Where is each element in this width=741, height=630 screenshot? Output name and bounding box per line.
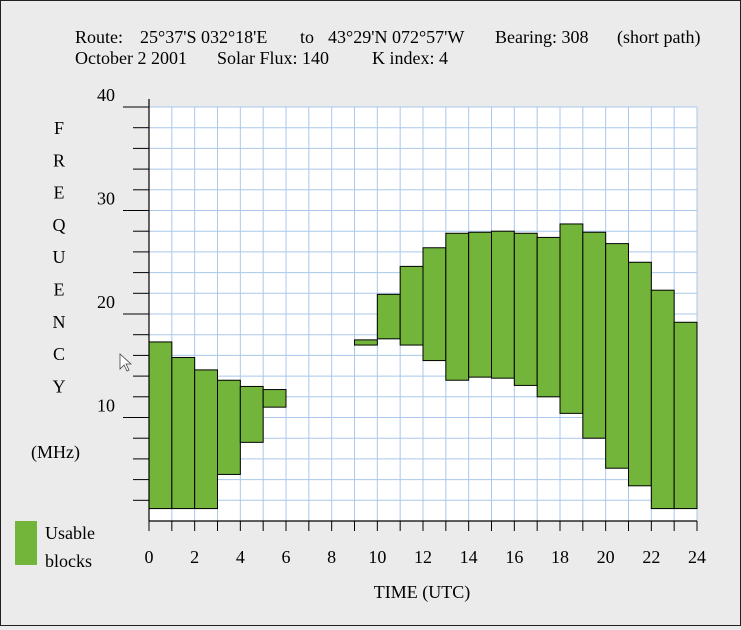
usable-block — [605, 243, 630, 469]
y-axis-label-letter: U — [53, 247, 66, 267]
usable-block — [217, 379, 241, 475]
x-tick-label: 22 — [642, 547, 660, 567]
x-tick-label: 6 — [282, 547, 291, 567]
y-axis-label-letter: E — [54, 280, 65, 300]
x-tick-label: 2 — [190, 547, 199, 567]
chart-header: Route: 25°37'S 032°18'E to 43°29'N 072°5… — [75, 27, 700, 68]
route-to: 43°29'N 072°57'W — [328, 27, 464, 47]
legend-label-line1: Usable — [45, 523, 95, 543]
usable-block — [491, 230, 515, 379]
x-tick-label: 0 — [145, 547, 154, 567]
y-axis-unit: (MHz) — [31, 442, 80, 463]
usable-block — [513, 232, 538, 386]
usable-block — [650, 289, 675, 510]
x-tick-label: 16 — [505, 547, 523, 567]
y-axis-label-letter: N — [53, 312, 66, 332]
y-tick-label: 20 — [97, 292, 115, 312]
usable-block — [559, 223, 584, 414]
usable-block — [468, 231, 492, 378]
usable-blocks — [148, 223, 698, 510]
y-axis-label-letter: Q — [53, 215, 66, 235]
usable-block — [445, 232, 470, 381]
usable-block — [399, 265, 424, 346]
y-axis-label-letter: R — [53, 150, 65, 170]
usable-block — [354, 339, 378, 346]
x-tick-label: 18 — [551, 547, 569, 567]
usable-block — [262, 389, 287, 408]
x-axis-label: TIME (UTC) — [374, 582, 470, 603]
k-index: K index: 4 — [372, 48, 448, 68]
x-tick-label: 10 — [368, 547, 386, 567]
date: October 2 2001 — [75, 48, 187, 68]
y-tick-label: 10 — [97, 396, 115, 416]
mouse-pointer-icon — [119, 353, 133, 372]
y-axis-label-letter: E — [54, 183, 65, 203]
y-axis-label-letter: Y — [53, 376, 66, 396]
legend: Usable blocks — [15, 521, 95, 571]
route-from: 25°37'S 032°18'E — [140, 27, 267, 47]
usable-block — [194, 369, 219, 510]
usable-block — [239, 385, 264, 443]
y-axis-label-letter: F — [54, 118, 64, 138]
solar-flux: Solar Flux: 140 — [217, 48, 329, 68]
path-type: (short path) — [617, 27, 700, 48]
usable-block — [536, 236, 561, 398]
bearing: Bearing: 308 — [495, 27, 588, 47]
usable-block — [582, 231, 607, 439]
usable-block — [673, 321, 698, 510]
x-tick-label: 4 — [236, 547, 245, 567]
usable-block — [422, 247, 447, 362]
x-tick-label: 14 — [460, 547, 478, 567]
x-tick-label: 20 — [597, 547, 615, 567]
x-tick-label: 24 — [688, 547, 706, 567]
y-tick-label: 30 — [97, 189, 115, 209]
x-tick-label: 8 — [327, 547, 336, 567]
usable-block — [148, 341, 173, 510]
usable-block — [171, 356, 196, 510]
route-label: Route: — [75, 27, 123, 47]
y-axis-label-letter: C — [53, 344, 65, 364]
usable-block — [628, 261, 652, 487]
x-tick-label: 12 — [414, 547, 432, 567]
legend-swatch — [15, 521, 37, 565]
route-to-word: to — [300, 27, 314, 47]
legend-label-line2: blocks — [45, 551, 92, 571]
y-tick-label: 40 — [97, 85, 115, 105]
usable-block — [376, 293, 401, 340]
